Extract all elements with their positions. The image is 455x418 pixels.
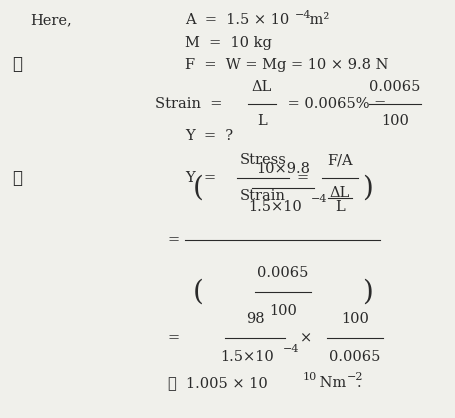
- Text: ΔL: ΔL: [329, 186, 349, 200]
- Text: 100: 100: [268, 304, 296, 318]
- Text: 0.0065: 0.0065: [329, 350, 380, 364]
- Text: F  =  W = Mg = 10 × 9.8 N: F = W = Mg = 10 × 9.8 N: [185, 58, 388, 72]
- Text: Y  =  ?: Y = ?: [185, 129, 233, 143]
- Text: ≅  1.005 × 10: ≅ 1.005 × 10: [167, 376, 267, 390]
- Text: −4: −4: [283, 344, 299, 354]
- Text: ∴: ∴: [12, 56, 22, 74]
- Text: L: L: [257, 114, 266, 128]
- Text: Y  =: Y =: [185, 171, 216, 185]
- Text: 0.0065: 0.0065: [257, 266, 308, 280]
- Text: =: =: [167, 233, 180, 247]
- Text: Strain: Strain: [239, 189, 285, 203]
- Text: ×: ×: [299, 331, 312, 345]
- Text: ∴: ∴: [12, 170, 22, 186]
- Text: ): ): [361, 278, 372, 306]
- Text: Strain  =: Strain =: [155, 97, 222, 111]
- Text: 0.0065: 0.0065: [369, 80, 420, 94]
- Text: 10: 10: [302, 372, 317, 382]
- Text: Nm: Nm: [314, 376, 345, 390]
- Text: −4: −4: [310, 194, 327, 204]
- Text: 98: 98: [245, 312, 264, 326]
- Text: ΔL: ΔL: [251, 80, 272, 94]
- Text: 1.5×10: 1.5×10: [248, 200, 301, 214]
- Text: L: L: [334, 200, 344, 214]
- Text: 100: 100: [380, 114, 408, 128]
- Text: 10×9.8: 10×9.8: [255, 162, 309, 176]
- Text: .: .: [356, 376, 361, 390]
- Text: = 0.0065% =: = 0.0065% =: [283, 97, 385, 111]
- Text: −4: −4: [294, 10, 311, 20]
- Text: m²: m²: [304, 13, 329, 27]
- Text: 100: 100: [340, 312, 368, 326]
- Text: F/A: F/A: [327, 153, 352, 167]
- Text: 1.5×10: 1.5×10: [220, 350, 273, 364]
- Text: Here,: Here,: [30, 13, 71, 27]
- Text: −2: −2: [346, 372, 363, 382]
- Text: =: =: [167, 331, 180, 345]
- Text: Stress: Stress: [239, 153, 286, 167]
- Text: =: =: [296, 171, 308, 185]
- Text: ): ): [361, 174, 372, 201]
- Text: (: (: [192, 174, 203, 201]
- Text: A  =  1.5 × 10: A = 1.5 × 10: [185, 13, 288, 27]
- Text: M  =  10 kg: M = 10 kg: [185, 36, 271, 50]
- Text: (: (: [192, 278, 203, 306]
